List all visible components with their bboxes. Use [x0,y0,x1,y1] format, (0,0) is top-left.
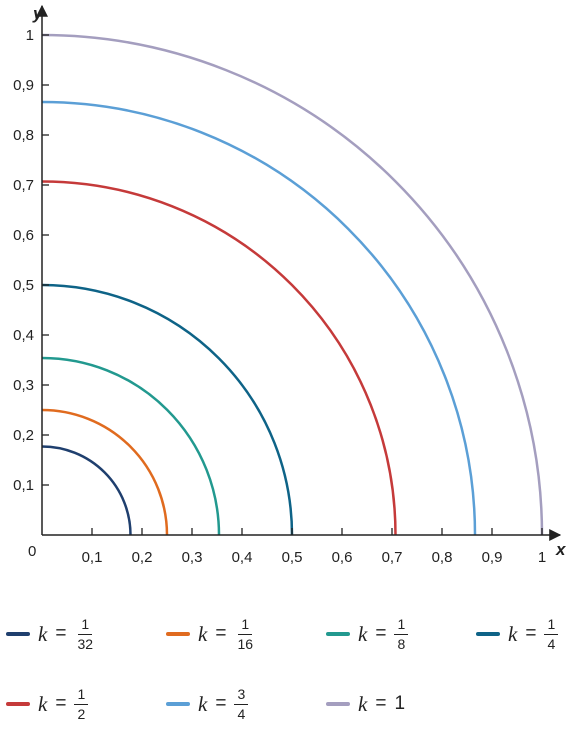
legend-numerator: 3 [234,686,249,705]
legend-numerator: 1 [544,616,559,635]
series-arc [41,33,544,536]
legend-equals: = [525,623,537,644]
legend-denominator: 8 [397,635,406,652]
x-tick-label: 1 [538,549,546,566]
legend-variable: k [508,621,518,646]
x-tick-label: 0,6 [332,549,353,566]
x-tick-label: 0,4 [232,549,253,566]
legend-variable: k [38,691,48,716]
legend-item: k = 1 32 [6,604,96,664]
legend-numerator: 1 [78,616,93,635]
y-tick-label: 0,9 [13,77,34,94]
series-arc [41,180,397,536]
origin-label: 0 [28,543,36,560]
legend-item: k = 1 [326,674,405,734]
legend-numerator: 1 [394,616,409,635]
y-tick-label: 0,2 [13,427,34,444]
legend-equals: = [215,623,227,644]
legend-variable: k [198,691,208,716]
series-arc [41,445,132,536]
legend-item: k = 1 2 [6,674,89,734]
legend-swatch [326,702,350,706]
legend-equals: = [375,693,387,714]
legend-item: k = 1 8 [326,604,409,664]
y-tick-label: 0,1 [13,477,34,494]
tick-layer: 0,1 0,2 0,3 0,4 0,5 0,6 0,7 0,8 0,9 1 0,1 0,2 0,3 0,4… [13,27,546,566]
legend-denominator: 16 [237,635,254,652]
y-axis-label: y [32,4,44,23]
legend-variable: k [198,621,208,646]
y-tick-label: 0,5 [13,277,34,294]
x-tick-label: 0,7 [382,549,403,566]
series-arc [41,408,169,536]
legend-variable: k [358,621,368,646]
legend-swatch [166,702,190,706]
legend-swatch [326,632,350,636]
x-tick-label: 0,1 [82,549,103,566]
legend-swatch [6,702,30,706]
y-tick-label: 1 [26,27,34,44]
y-tick-label: 0,4 [13,327,34,344]
y-tick-label: 0,7 [13,177,34,194]
y-tick-label: 0,3 [13,377,34,394]
legend-variable: k [38,621,48,646]
series-arc [41,100,477,536]
x-tick-label: 0,5 [282,549,303,566]
legend-numerator: 1 [74,686,89,705]
y-tick-label: 0,6 [13,227,34,244]
legend-item: k = 1 16 [166,604,256,664]
legend-swatch [476,632,500,636]
x-tick-label: 0,2 [132,549,153,566]
legend-fraction: 1 16 [234,616,256,652]
legend-variable: k [358,691,368,716]
legend-denominator: 4 [237,705,246,722]
x-axis-label: x [555,540,567,559]
legend-equals: = [55,693,67,714]
legend-denominator: 2 [77,705,86,722]
legend-equals: = [215,693,227,714]
series-arc [41,283,294,536]
x-tick-label: 0,9 [482,549,503,566]
legend-numerator: 1 [238,616,253,635]
arc-layer [41,33,544,536]
legend-fraction: 1 32 [74,616,96,652]
legend-item: k = 3 4 [166,674,249,734]
legend-denominator: 32 [77,635,94,652]
x-tick-label: 0,3 [182,549,203,566]
legend-equals: = [375,623,387,644]
chart: 0,1 0,2 0,3 0,4 0,5 0,6 0,7 0,8 0,9 1 0,1 0,2 0,3 0,4… [13,4,567,566]
legend-swatch [6,632,30,636]
legend-equals: = [55,623,67,644]
legend-value: 1 [394,693,406,714]
legend-denominator: 4 [547,635,556,652]
y-tick-label: 0,8 [13,127,34,144]
x-tick-label: 0,8 [432,549,453,566]
legend-item: k = 1 4 [476,604,559,664]
legend: k = 1 32 k = 1 16 k = 1 8 k = 1 4 k = 1 2 k = 3 4 k = 1 [0,600,570,730]
series-arc [41,356,221,536]
legend-swatch [166,632,190,636]
